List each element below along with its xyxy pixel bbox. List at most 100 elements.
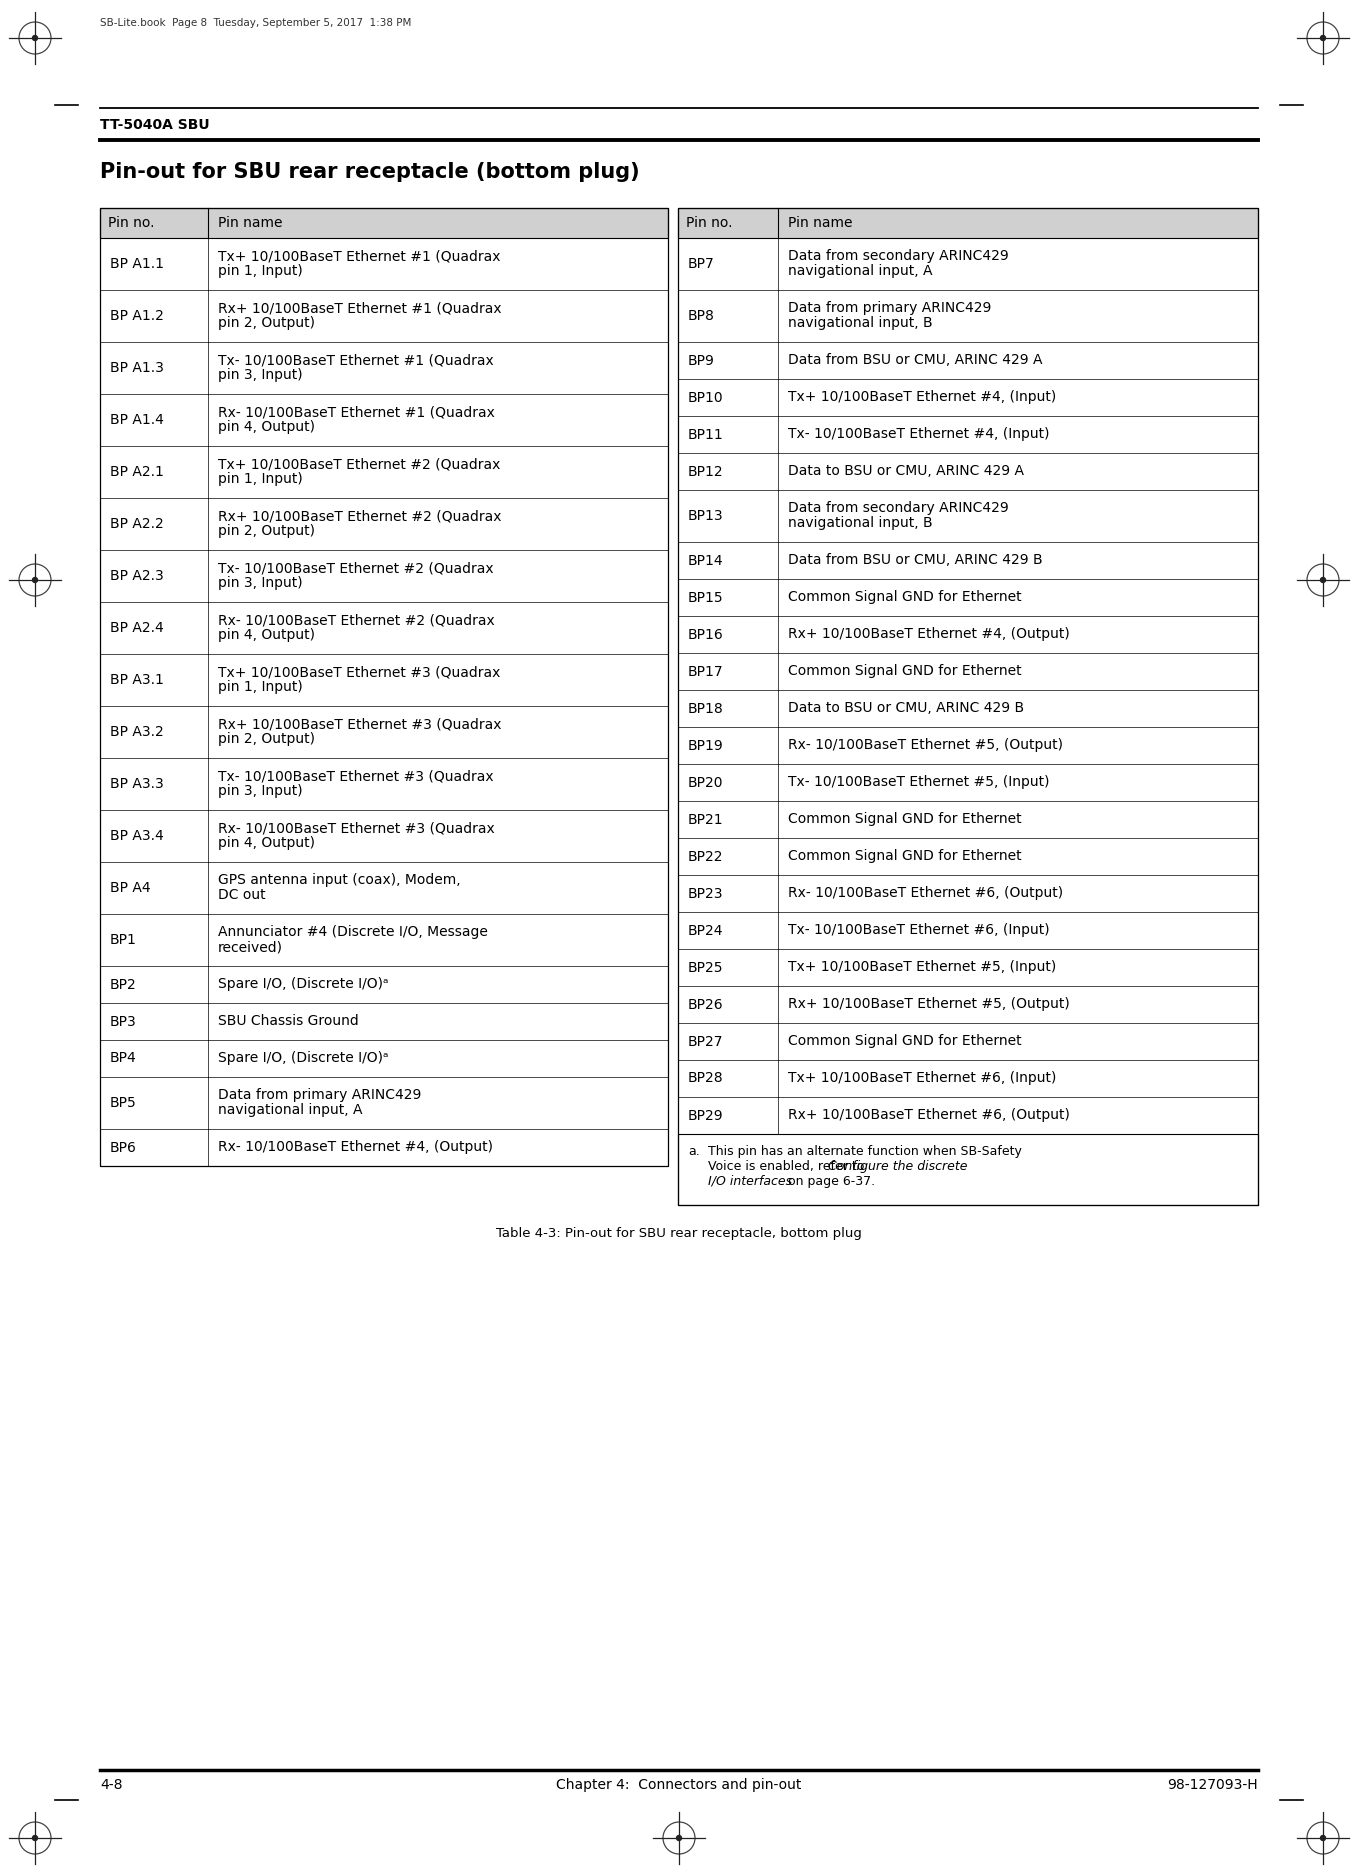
Text: Data from BSU or CMU, ARINC 429 A: Data from BSU or CMU, ARINC 429 A: [788, 352, 1043, 367]
Text: navigational input, B: navigational input, B: [788, 515, 933, 530]
Text: Tx+ 10/100BaseT Ethernet #4, (Input): Tx+ 10/100BaseT Ethernet #4, (Input): [788, 390, 1057, 405]
Text: BP16: BP16: [689, 627, 724, 641]
Text: 4-8: 4-8: [100, 1777, 122, 1792]
Text: Data from primary ARINC429: Data from primary ARINC429: [788, 302, 991, 315]
Text: Rx+ 10/100BaseT Ethernet #1 (Quadrax: Rx+ 10/100BaseT Ethernet #1 (Quadrax: [219, 302, 501, 315]
Text: Rx- 10/100BaseT Ethernet #2 (Quadrax: Rx- 10/100BaseT Ethernet #2 (Quadrax: [219, 612, 494, 627]
Circle shape: [1320, 1836, 1325, 1841]
Text: Tx- 10/100BaseT Ethernet #1 (Quadrax: Tx- 10/100BaseT Ethernet #1 (Quadrax: [219, 352, 494, 367]
Text: pin 3, Input): pin 3, Input): [219, 785, 303, 798]
Bar: [100, 208, 668, 1167]
Text: pin 4, Output): pin 4, Output): [219, 420, 315, 435]
Text: BP A2.1: BP A2.1: [110, 465, 164, 479]
Text: BP A1.4: BP A1.4: [110, 414, 164, 427]
Text: Common Signal GND for Ethernet: Common Signal GND for Ethernet: [788, 590, 1021, 603]
Text: BP15: BP15: [689, 590, 724, 605]
Text: I/O interfaces: I/O interfaces: [708, 1174, 792, 1187]
Text: Rx+ 10/100BaseT Ethernet #2 (Quadrax: Rx+ 10/100BaseT Ethernet #2 (Quadrax: [219, 509, 501, 523]
Text: Tx- 10/100BaseT Ethernet #5, (Input): Tx- 10/100BaseT Ethernet #5, (Input): [788, 775, 1050, 789]
Text: BP13: BP13: [689, 509, 724, 523]
Text: Rx- 10/100BaseT Ethernet #5, (Output): Rx- 10/100BaseT Ethernet #5, (Output): [788, 738, 1063, 751]
Circle shape: [1320, 36, 1325, 41]
Text: BP27: BP27: [689, 1034, 724, 1049]
Text: DC out: DC out: [219, 888, 266, 903]
Bar: [678, 208, 1258, 1204]
Text: on page 6-37.: on page 6-37.: [784, 1174, 875, 1187]
Text: Rx+ 10/100BaseT Ethernet #3 (Quadrax: Rx+ 10/100BaseT Ethernet #3 (Quadrax: [219, 717, 501, 730]
Text: Configure the discrete: Configure the discrete: [828, 1159, 967, 1172]
Text: BP25: BP25: [689, 961, 724, 974]
Text: BP A3.2: BP A3.2: [110, 725, 164, 740]
Text: BP A3.4: BP A3.4: [110, 830, 164, 843]
Text: BP A1.2: BP A1.2: [110, 309, 164, 322]
Text: Data from secondary ARINC429: Data from secondary ARINC429: [788, 249, 1009, 262]
Text: Voice is enabled, refer to: Voice is enabled, refer to: [708, 1159, 868, 1172]
Text: Rx- 10/100BaseT Ethernet #6, (Output): Rx- 10/100BaseT Ethernet #6, (Output): [788, 886, 1063, 901]
Text: Data to BSU or CMU, ARINC 429 A: Data to BSU or CMU, ARINC 429 A: [788, 465, 1024, 478]
Text: pin 4, Output): pin 4, Output): [219, 627, 315, 642]
Text: BP29: BP29: [689, 1109, 724, 1122]
Text: Tx- 10/100BaseT Ethernet #2 (Quadrax: Tx- 10/100BaseT Ethernet #2 (Quadrax: [219, 562, 493, 575]
Bar: [678, 1133, 1258, 1204]
Text: BP4: BP4: [110, 1051, 137, 1066]
Text: BP A2.4: BP A2.4: [110, 622, 164, 635]
Text: Rx+ 10/100BaseT Ethernet #4, (Output): Rx+ 10/100BaseT Ethernet #4, (Output): [788, 627, 1070, 641]
Text: BP22: BP22: [689, 850, 724, 863]
Text: Table 4-3: Pin-out for SBU rear receptacle, bottom plug: Table 4-3: Pin-out for SBU rear receptac…: [496, 1227, 862, 1240]
Text: Annunciator #4 (Discrete I/O, Message: Annunciator #4 (Discrete I/O, Message: [219, 925, 488, 938]
Text: BP9: BP9: [689, 354, 714, 367]
Text: BP10: BP10: [689, 390, 724, 405]
Text: Tx+ 10/100BaseT Ethernet #6, (Input): Tx+ 10/100BaseT Ethernet #6, (Input): [788, 1071, 1057, 1084]
Text: pin 2, Output): pin 2, Output): [219, 524, 315, 538]
Text: BP28: BP28: [689, 1071, 724, 1086]
Text: BP8: BP8: [689, 309, 714, 322]
Text: Spare I/O, (Discrete I/O)ᵃ: Spare I/O, (Discrete I/O)ᵃ: [219, 1051, 388, 1066]
Text: BP A2.2: BP A2.2: [110, 517, 164, 532]
Text: navigational input, A: navigational input, A: [219, 1103, 363, 1116]
Text: This pin has an alternate function when SB-Safety: This pin has an alternate function when …: [708, 1144, 1021, 1158]
Circle shape: [1320, 577, 1325, 583]
Text: Data from primary ARINC429: Data from primary ARINC429: [219, 1088, 421, 1101]
Text: Data from BSU or CMU, ARINC 429 B: Data from BSU or CMU, ARINC 429 B: [788, 553, 1043, 568]
Text: pin 3, Input): pin 3, Input): [219, 367, 303, 382]
Text: Tx- 10/100BaseT Ethernet #3 (Quadrax: Tx- 10/100BaseT Ethernet #3 (Quadrax: [219, 770, 493, 783]
Circle shape: [33, 1836, 38, 1841]
Text: a.: a.: [689, 1144, 699, 1158]
Text: pin 2, Output): pin 2, Output): [219, 732, 315, 745]
Text: TT-5040A SBU: TT-5040A SBU: [100, 118, 209, 131]
Text: BP21: BP21: [689, 813, 724, 826]
Bar: [678, 208, 1258, 238]
Text: Pin no.: Pin no.: [686, 215, 732, 230]
Text: BP A3.1: BP A3.1: [110, 672, 164, 687]
Text: BP14: BP14: [689, 554, 724, 568]
Circle shape: [33, 577, 38, 583]
Text: BP11: BP11: [689, 427, 724, 442]
Text: received): received): [219, 940, 282, 953]
Text: Rx- 10/100BaseT Ethernet #3 (Quadrax: Rx- 10/100BaseT Ethernet #3 (Quadrax: [219, 820, 494, 835]
Text: BP18: BP18: [689, 702, 724, 715]
Text: Rx+ 10/100BaseT Ethernet #5, (Output): Rx+ 10/100BaseT Ethernet #5, (Output): [788, 996, 1070, 1011]
Text: pin 1, Input): pin 1, Input): [219, 472, 303, 485]
Text: Pin name: Pin name: [788, 215, 853, 230]
Circle shape: [33, 36, 38, 41]
Text: Common Signal GND for Ethernet: Common Signal GND for Ethernet: [788, 813, 1021, 826]
Text: GPS antenna input (coax), Modem,: GPS antenna input (coax), Modem,: [219, 873, 460, 888]
Text: Rx- 10/100BaseT Ethernet #1 (Quadrax: Rx- 10/100BaseT Ethernet #1 (Quadrax: [219, 405, 494, 420]
Text: Pin no.: Pin no.: [109, 215, 155, 230]
Text: Pin-out for SBU rear receptacle (bottom plug): Pin-out for SBU rear receptacle (bottom …: [100, 161, 640, 182]
Text: pin 1, Input): pin 1, Input): [219, 264, 303, 277]
Text: navigational input, A: navigational input, A: [788, 264, 933, 277]
Text: BP17: BP17: [689, 665, 724, 678]
Text: Data to BSU or CMU, ARINC 429 B: Data to BSU or CMU, ARINC 429 B: [788, 701, 1024, 715]
Text: BP7: BP7: [689, 257, 714, 272]
Bar: [100, 208, 668, 238]
Text: Tx- 10/100BaseT Ethernet #4, (Input): Tx- 10/100BaseT Ethernet #4, (Input): [788, 427, 1050, 440]
Text: Tx+ 10/100BaseT Ethernet #5, (Input): Tx+ 10/100BaseT Ethernet #5, (Input): [788, 961, 1057, 974]
Text: BP6: BP6: [110, 1141, 137, 1154]
Text: BP5: BP5: [110, 1096, 137, 1111]
Circle shape: [676, 1836, 682, 1841]
Text: SB-Lite.book  Page 8  Tuesday, September 5, 2017  1:38 PM: SB-Lite.book Page 8 Tuesday, September 5…: [100, 19, 411, 28]
Text: Tx- 10/100BaseT Ethernet #6, (Input): Tx- 10/100BaseT Ethernet #6, (Input): [788, 923, 1050, 936]
Text: pin 4, Output): pin 4, Output): [219, 835, 315, 850]
Text: Rx- 10/100BaseT Ethernet #4, (Output): Rx- 10/100BaseT Ethernet #4, (Output): [219, 1141, 493, 1154]
